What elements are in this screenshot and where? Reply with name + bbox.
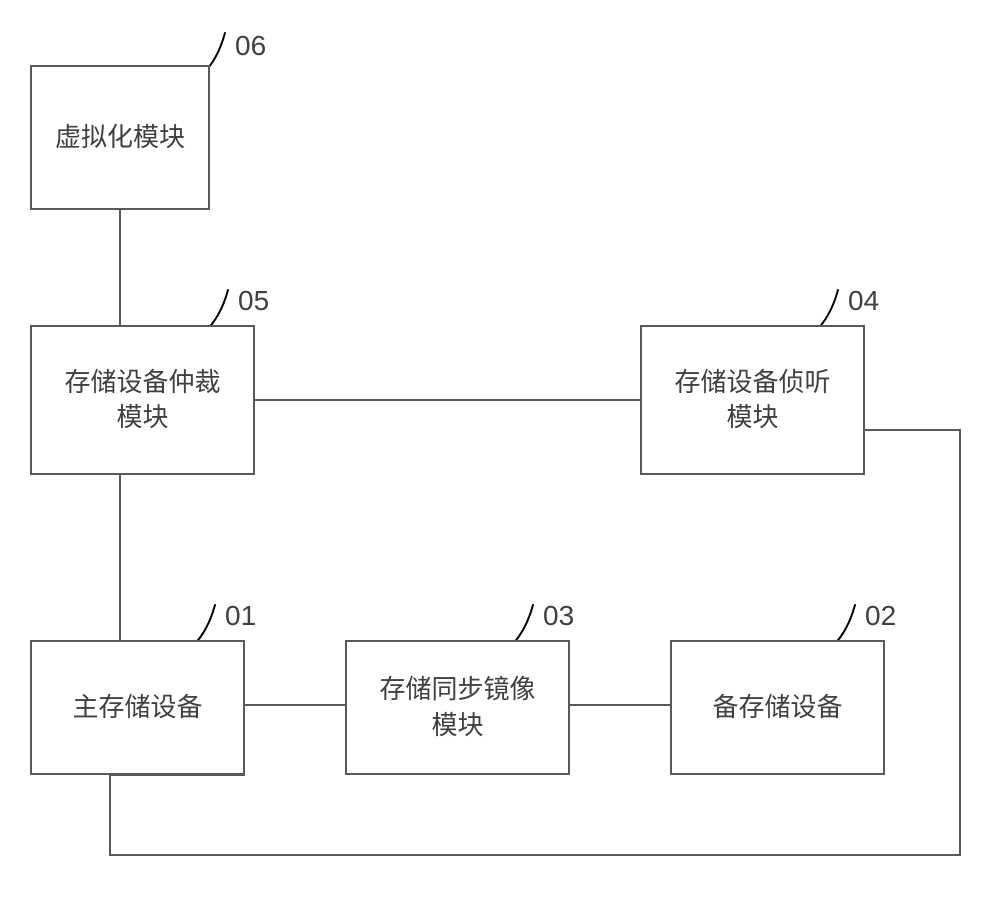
node-n05: 存储设备仲裁 模块 <box>30 325 255 475</box>
callout-label-n06: 06 <box>235 30 266 62</box>
node-n06: 虚拟化模块 <box>30 65 210 210</box>
callout-label-n03: 03 <box>543 600 574 632</box>
callout-label-n04: 04 <box>848 285 879 317</box>
node-label: 存储同步镜像 模块 <box>379 672 535 742</box>
node-label: 备存储设备 <box>712 690 842 725</box>
node-n03: 存储同步镜像 模块 <box>345 640 570 775</box>
node-label: 存储设备侦听 模块 <box>674 365 830 435</box>
node-label: 主存储设备 <box>72 690 202 725</box>
node-label: 虚拟化模块 <box>55 120 185 155</box>
node-n01: 主存储设备 <box>30 640 245 775</box>
node-n02: 备存储设备 <box>670 640 885 775</box>
node-label: 存储设备仲裁 模块 <box>64 365 220 435</box>
node-n04: 存储设备侦听 模块 <box>640 325 865 475</box>
callout-label-n01: 01 <box>225 600 256 632</box>
diagram-canvas: 虚拟化模块 06 存储设备仲裁 模块 05 存储设备侦听 模块 04 主存储设备 01 存储同步… <box>0 0 1000 914</box>
callout-label-n02: 02 <box>865 600 896 632</box>
callout-label-n05: 05 <box>238 285 269 317</box>
